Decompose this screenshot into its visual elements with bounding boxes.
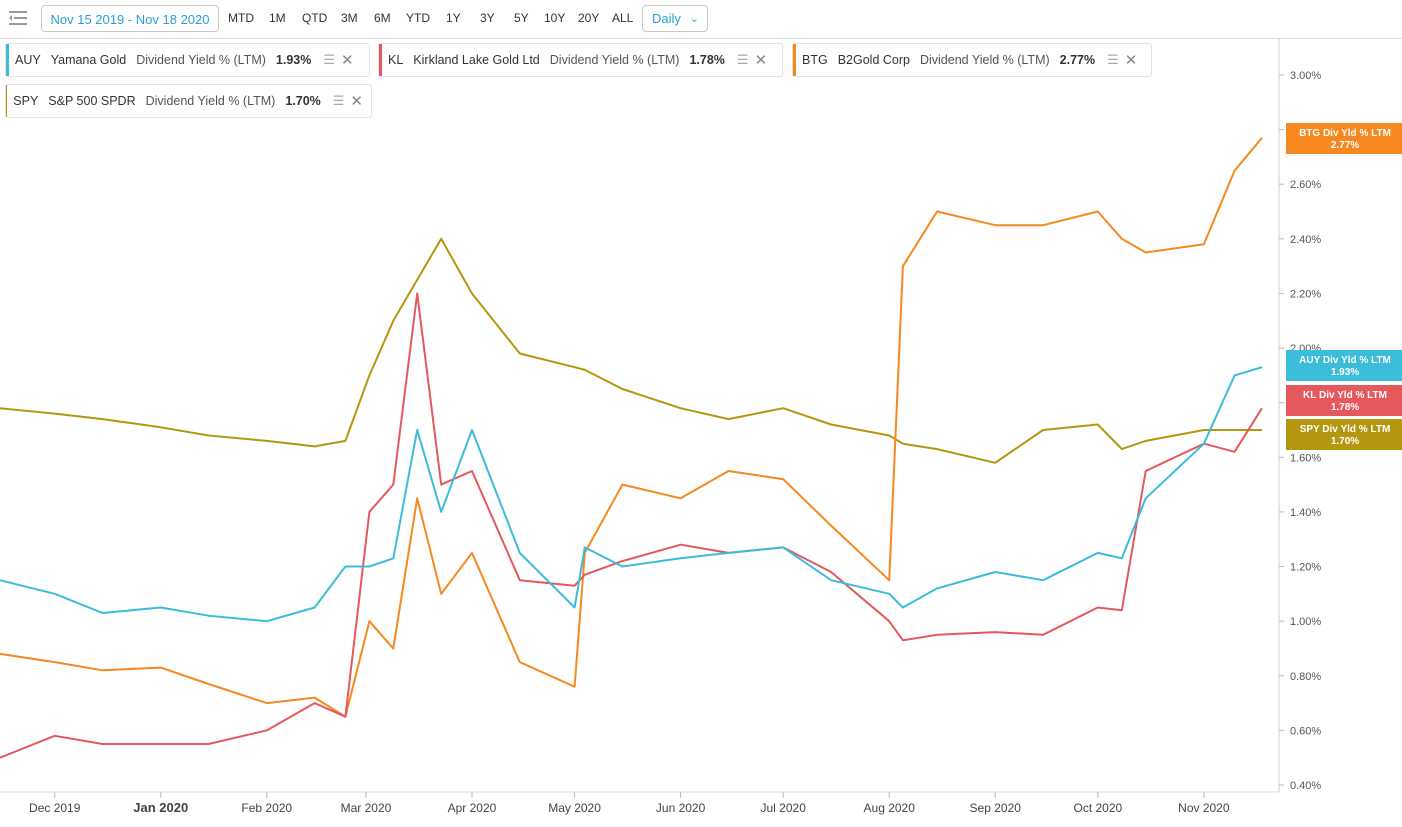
- legend-metric: Dividend Yield % (LTM): [136, 53, 266, 67]
- stack-layers-icon[interactable]: ☰: [1107, 52, 1119, 67]
- end-label-auy-box: [1286, 350, 1402, 381]
- range-ytd-button[interactable]: YTD: [406, 11, 430, 25]
- legend-item-btg: BTG B2Gold Corp Dividend Yield % (LTM) 2…: [792, 43, 1152, 77]
- end-label-spy-box: [1286, 419, 1402, 450]
- y-tick-label: 0.80%: [1290, 671, 1321, 683]
- legend-value: 1.78%: [689, 53, 725, 67]
- frequency-select[interactable]: Daily ⌄: [642, 5, 708, 32]
- range-3m-button[interactable]: 3M: [341, 11, 358, 25]
- y-tick-label: 0.40%: [1290, 780, 1321, 792]
- legend-metric: Dividend Yield % (LTM): [919, 53, 1050, 67]
- legend-ticker: KL: [388, 53, 404, 67]
- series-line-auy: [0, 366, 1263, 623]
- close-icon[interactable]: ✕: [350, 93, 363, 110]
- range-mtd-button[interactable]: MTD: [228, 11, 254, 25]
- x-tick-label: Dec 2019: [29, 801, 81, 815]
- range-1y-button[interactable]: 1Y: [446, 11, 461, 25]
- end-label-value: 1.70%: [1331, 436, 1359, 447]
- end-label-title: BTG Div Yld % LTM: [1299, 128, 1391, 139]
- toolbar: Nov 15 2019 - Nov 18 2020 MTD 1M QTD 3M …: [0, 0, 1402, 39]
- x-tick-label: Mar 2020: [341, 801, 392, 815]
- legend-color-swatch: [793, 44, 796, 76]
- x-tick-label: May 2020: [548, 801, 601, 815]
- range-5y-button[interactable]: 5Y: [514, 11, 529, 25]
- legend-color-swatch: [6, 44, 9, 76]
- range-10y-button[interactable]: 10Y: [544, 11, 566, 25]
- end-label-value: 1.93%: [1331, 367, 1359, 378]
- series-line-spy: [0, 237, 1262, 464]
- end-label-title: KL Div Yld % LTM: [1303, 390, 1387, 401]
- end-label-value: 2.77%: [1331, 140, 1359, 151]
- legend-item-spy: SPY S&P 500 SPDR Dividend Yield % (LTM) …: [5, 84, 372, 118]
- legend-value: 1.70%: [285, 94, 321, 108]
- x-tick-label: Oct 2020: [1073, 801, 1122, 815]
- close-icon[interactable]: ✕: [754, 52, 768, 69]
- y-tick-label: 1.00%: [1290, 616, 1321, 628]
- end-label-value: 1.78%: [1331, 402, 1359, 413]
- legend-ticker: AUY: [15, 53, 41, 67]
- range-all-button[interactable]: ALL: [612, 11, 634, 25]
- series-line-btg: [0, 137, 1263, 718]
- legend-metric: Dividend Yield % (LTM): [145, 94, 276, 108]
- y-tick-label: 2.40%: [1290, 234, 1321, 246]
- x-tick-label: Aug 2020: [864, 801, 916, 815]
- x-tick-label: Feb 2020: [241, 801, 292, 815]
- y-tick-label: 1.60%: [1290, 452, 1321, 464]
- x-tick-label: Jun 2020: [656, 801, 706, 815]
- frequency-value: Daily: [652, 11, 681, 26]
- close-icon[interactable]: ✕: [1124, 52, 1138, 69]
- legend-company-name: B2Gold Corp: [837, 53, 910, 67]
- legend-color-swatch: [6, 85, 8, 117]
- y-tick-label: 1.40%: [1290, 507, 1321, 519]
- x-tick-label: Sep 2020: [970, 801, 1022, 815]
- range-20y-button[interactable]: 20Y: [578, 11, 600, 25]
- legend-value: 2.77%: [1059, 53, 1096, 67]
- stack-layers-icon[interactable]: ☰: [323, 52, 336, 67]
- date-range-picker[interactable]: Nov 15 2019 - Nov 18 2020: [41, 5, 219, 32]
- y-tick-label: 2.60%: [1290, 179, 1321, 191]
- end-label-title: AUY Div Yld % LTM: [1299, 355, 1391, 366]
- x-tick-label: Jan 2020: [133, 800, 188, 815]
- legend-ticker: SPY: [13, 94, 39, 108]
- end-label-kl-box: [1286, 385, 1402, 416]
- x-tick-label: Jul 2020: [761, 801, 807, 815]
- legend-ticker: BTG: [802, 53, 828, 67]
- legend-metric: Dividend Yield % (LTM): [549, 53, 680, 67]
- menu-collapse-icon[interactable]: [9, 10, 27, 26]
- legend-company-name: S&P 500 SPDR: [48, 94, 136, 108]
- y-tick-label: 2.20%: [1290, 288, 1321, 300]
- y-tick-label: 3.00%: [1290, 70, 1321, 82]
- legend-item-kl: KL Kirkland Lake Gold Ltd Dividend Yield…: [378, 43, 783, 77]
- range-3y-button[interactable]: 3Y: [480, 11, 495, 25]
- series-line-kl: [0, 292, 1263, 759]
- close-icon[interactable]: ✕: [341, 52, 354, 69]
- chart-area: 0.40%0.60%0.80%1.00%1.20%1.40%1.60%1.80%…: [0, 38, 1402, 822]
- y-tick-label: 1.20%: [1290, 562, 1321, 574]
- legend-company-name: Kirkland Lake Gold Ltd: [413, 53, 540, 67]
- end-label-title: SPY Div Yld % LTM: [1300, 424, 1391, 435]
- end-label-btg-box: [1286, 123, 1402, 154]
- legend-color-swatch: [379, 44, 382, 76]
- x-tick-label: Nov 2020: [1178, 801, 1230, 815]
- chevron-down-icon: ⌄: [689, 13, 699, 25]
- y-tick-label: 0.60%: [1290, 725, 1321, 737]
- range-qtd-button[interactable]: QTD: [302, 11, 328, 25]
- range-6m-button[interactable]: 6M: [374, 11, 391, 25]
- legend-company-name: Yamana Gold: [50, 53, 127, 67]
- dividend-yield-chart: 0.40%0.60%0.80%1.00%1.20%1.40%1.60%1.80%…: [0, 38, 1402, 815]
- stack-layers-icon[interactable]: ☰: [736, 52, 749, 67]
- legend-value: 1.93%: [275, 53, 312, 67]
- stack-layers-icon[interactable]: ☰: [332, 93, 345, 108]
- range-1m-button[interactable]: 1M: [269, 11, 286, 25]
- x-tick-label: Apr 2020: [448, 801, 497, 815]
- legend-item-auy: AUY Yamana Gold Dividend Yield % (LTM) 1…: [5, 43, 370, 77]
